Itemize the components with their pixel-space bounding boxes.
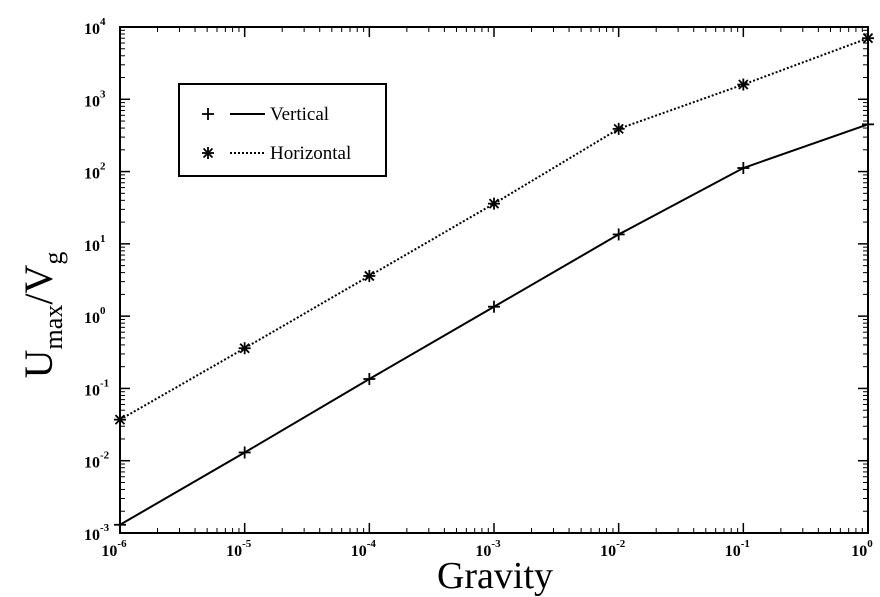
legend-entry-vertical: Vertical — [202, 104, 329, 125]
y-tick-base: 10 — [84, 382, 100, 399]
y-tick-label: 10-2 — [84, 450, 110, 472]
y-tick-base: 10 — [84, 455, 100, 472]
x-tick-label: 100 — [851, 538, 873, 560]
x-tick-base: 10 — [851, 543, 867, 560]
y-tick-exponent: 2 — [100, 161, 106, 173]
x-tick-base: 10 — [475, 543, 491, 560]
y-tick-base: 10 — [84, 93, 100, 110]
y-tick-exponent: -3 — [100, 522, 110, 534]
x-tick-exponent: -6 — [117, 538, 127, 550]
x-tick-label: 10-5 — [226, 538, 252, 560]
axes: 10-6 10-5 10-4 10-3 10-2 10-1 10010-310-210-11… — [84, 16, 873, 560]
y-tick-label: 101 — [84, 233, 106, 255]
y-tick-base: 10 — [84, 21, 100, 38]
data-point-vertical — [238, 446, 251, 459]
y-tick-exponent: -1 — [100, 377, 109, 389]
y-axis-title: Umax/Vg — [16, 252, 68, 379]
y-axis-title-sub1: max — [39, 305, 68, 350]
x-tick-exponent: 0 — [867, 538, 873, 550]
data-point-horizontal — [737, 78, 750, 91]
y-tick-exponent: 4 — [100, 16, 106, 28]
x-tick-exponent: -1 — [741, 538, 750, 550]
y-tick-base: 10 — [84, 527, 100, 544]
data-point-vertical — [737, 162, 750, 175]
x-tick-base: 10 — [351, 543, 367, 560]
data-point-horizontal — [238, 342, 251, 355]
data-point-vertical — [488, 300, 500, 313]
legend-label-horizontal: Horizontal — [270, 143, 351, 164]
x-tick-label: 10-6 — [101, 538, 127, 560]
y-tick-label: 10-1 — [84, 377, 109, 399]
y-tick-base: 10 — [84, 310, 100, 327]
y-tick-base: 10 — [84, 238, 100, 255]
x-axis-title: Gravity — [437, 555, 553, 597]
x-tick-label: 10-3 — [475, 538, 501, 560]
y-axis-title-main: U — [16, 349, 61, 378]
y-tick-label: 10-3 — [84, 522, 110, 544]
y-tick-label: 100 — [84, 305, 106, 327]
y-tick-exponent: 1 — [100, 233, 106, 245]
x-tick-label: 10-2 — [600, 538, 626, 560]
y-tick-label: 103 — [84, 88, 106, 110]
y-axis-title-mid: /V — [16, 265, 61, 305]
x-tick-base: 10 — [725, 543, 741, 560]
y-tick-base: 10 — [84, 166, 100, 183]
y-axis-title-sub2: g — [39, 252, 68, 265]
data-point-horizontal — [363, 269, 376, 282]
x-tick-exponent: -5 — [242, 538, 252, 550]
x-tick-base: 10 — [101, 543, 117, 560]
x-tick-exponent: -4 — [367, 538, 377, 550]
data-point-vertical — [612, 228, 625, 241]
data-point-horizontal — [612, 122, 625, 135]
y-tick-exponent: 0 — [100, 305, 106, 317]
x-tick-exponent: -2 — [616, 538, 626, 550]
data-point-vertical — [363, 373, 376, 386]
y-tick-label: 102 — [84, 161, 106, 183]
x-tick-base: 10 — [600, 543, 616, 560]
legend: Vertical Horizontal — [178, 83, 387, 177]
legend-box — [178, 83, 387, 177]
x-tick-label: 10-1 — [725, 538, 750, 560]
legend-marker-asterisk — [202, 147, 214, 159]
legend-entry-horizontal: Horizontal — [202, 143, 351, 164]
y-tick-exponent: 3 — [100, 88, 106, 100]
y-tick-label: 104 — [84, 16, 106, 38]
x-tick-exponent: -3 — [491, 538, 501, 550]
legend-marker-plus — [202, 108, 214, 120]
x-tick-label: 10-4 — [351, 538, 377, 560]
x-tick-base: 10 — [226, 543, 242, 560]
legend-label-vertical: Vertical — [270, 104, 329, 125]
series-line-vertical — [119, 123, 869, 526]
data-point-horizontal — [488, 197, 500, 210]
y-tick-exponent: -2 — [100, 450, 110, 462]
plot-area — [114, 32, 874, 531]
